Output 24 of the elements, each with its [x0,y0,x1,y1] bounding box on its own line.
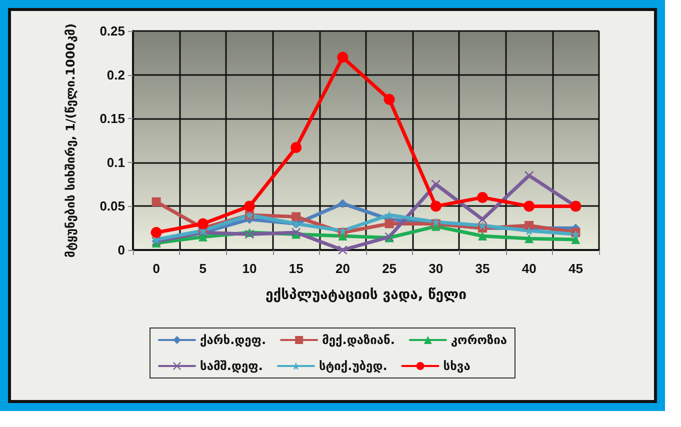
y-tick-label: 0.1 [106,154,125,170]
x-axis-title: ექსპლუატაციის ვადა, წელი [266,287,467,303]
x-tick-label: 35 [475,261,490,276]
y-axis-title: მტყუნების სიხშირე, 1/(წელი.1000კმ) [64,23,78,258]
x-tick-label: 40 [522,261,536,276]
x-tick-label: 30 [428,261,444,276]
x-tick-label: 20 [335,261,350,276]
y-tick-label: 0.25 [100,24,125,38]
legend-label: სტიქ.უბედ. [318,359,388,373]
legend-label: სხვა [443,359,471,373]
x-tick-label: 5 [199,261,207,276]
y-tick-label: 0.2 [106,67,125,82]
x-tick-label: 25 [382,261,397,276]
y-tick-label: 0.15 [100,111,125,126]
legend-label: კოროზია [450,333,508,347]
x-tick-label: 15 [288,261,304,276]
y-tick-label: 0.05 [100,198,125,214]
legend-label: მექ.დაზიან. [322,333,395,347]
x-tick-label: 0 [152,261,160,276]
legend-label: სამშ.დეფ. [200,359,263,373]
x-tick-label: 45 [568,261,583,276]
y-tick-label: 0 [118,242,125,258]
x-tick-label: 10 [242,261,257,276]
legend-label: ქარხ.დეფ. [200,333,266,347]
